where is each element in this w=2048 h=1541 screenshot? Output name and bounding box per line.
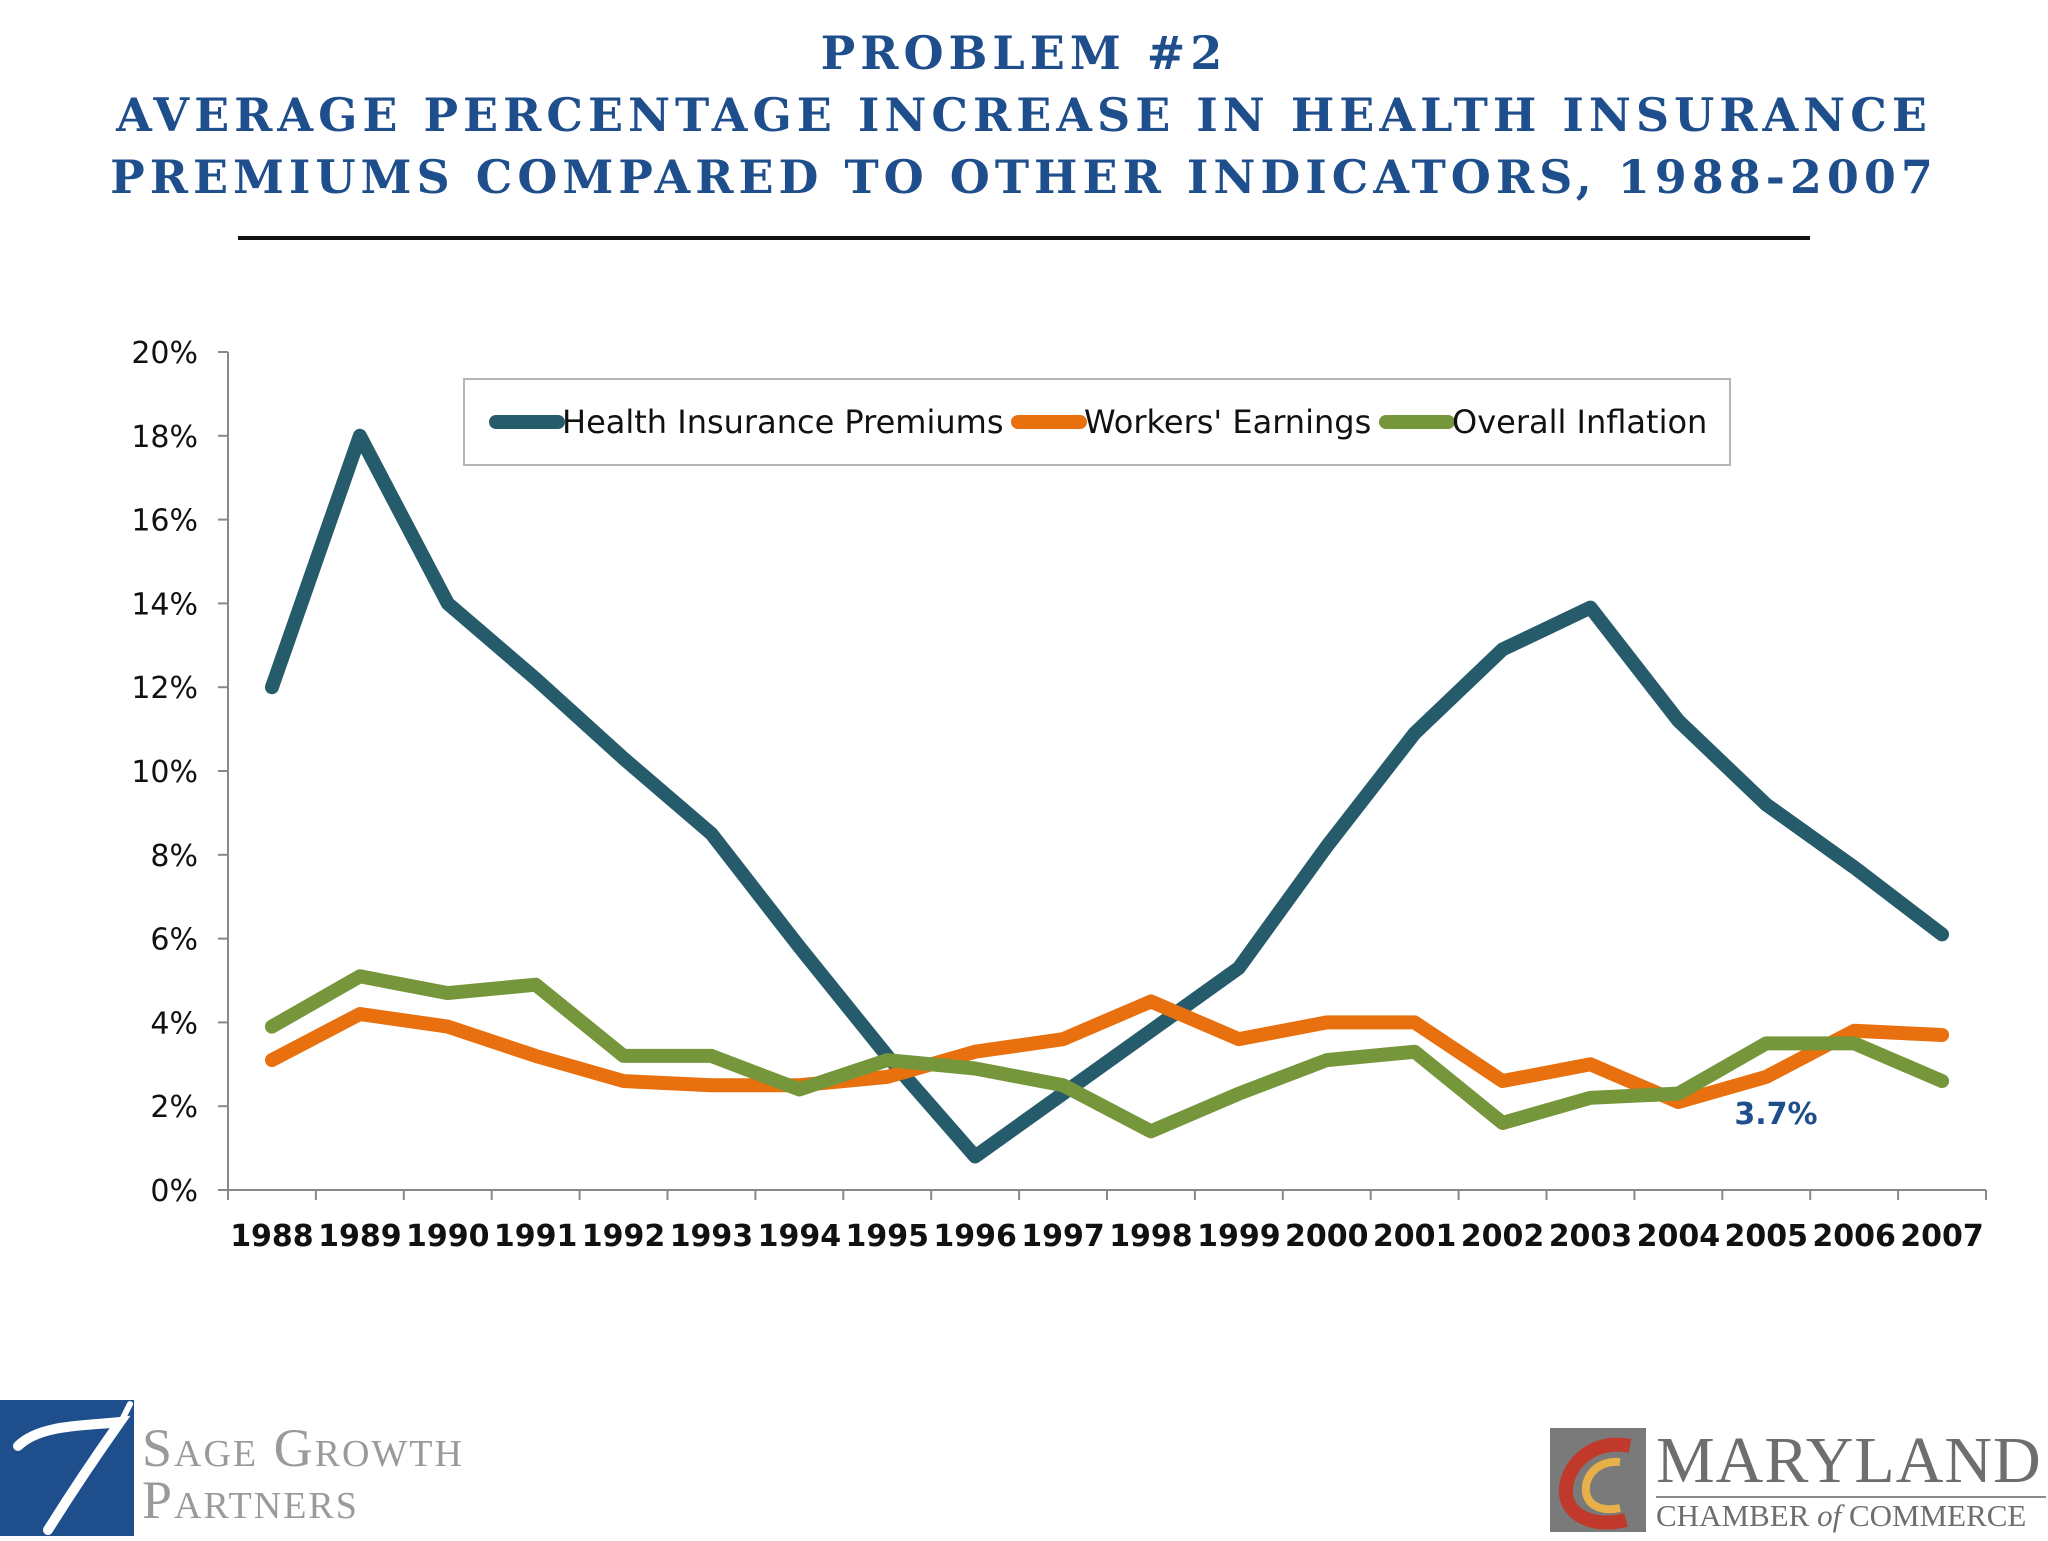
sage-growth-wordmark: Sage Growth Partners [142,1418,464,1530]
title-divider [238,236,1810,240]
y-tick-label: 12% [131,671,198,706]
x-tick-label: 2000 [1285,1219,1369,1254]
x-tick-label: 1995 [846,1219,930,1254]
legend-box [463,378,1731,466]
x-tick-label: 1997 [1021,1219,1105,1254]
x-tick-label: 1988 [230,1219,314,1254]
chamber-of-commerce-text: CHAMBER of COMMERCE [1656,1496,2046,1534]
chart-series [264,428,1950,1164]
sage-growth-logo: Sage Growth Partners [0,1400,560,1536]
chamber-text-of: of [1817,1498,1842,1533]
legend-label-2: Overall Inflation [1452,403,1707,441]
y-tick-label: 14% [131,587,198,622]
maryland-chamber-logo: MARYLAND CHAMBER of COMMERCE [1546,1424,2048,1536]
line-chart: 0% 2% 4% 6% 8% 10% 12% 14% 16% 18% 20% 1988 1989 1990… [131,336,1987,1254]
series-line-2 [264,969,1950,1139]
x-tick-label: 2001 [1373,1219,1457,1254]
x-tick-label: 1989 [318,1219,402,1254]
x-tick-label: 1991 [494,1219,578,1254]
chart-title: PROBLEM #2 AVERAGE PERCENTAGE INCREASE I… [0,22,2048,208]
title-line-2: AVERAGE PERCENTAGE INCREASE IN HEALTH IN… [116,88,1932,142]
y-tick-label: 0% [150,1174,198,1209]
x-tick-label: 1992 [582,1219,666,1254]
chart-axes: 0% 2% 4% 6% 8% 10% 12% 14% 16% 18% 20% 1988 1989 1990… [131,336,1987,1254]
maryland-wordmark: MARYLAND [1656,1424,2042,1497]
chamber-text-c: COMMERCE [1841,1498,2027,1533]
x-tick-label: 1999 [1197,1219,1281,1254]
y-tick-label: 4% [150,1006,198,1041]
x-tick-label: 2005 [1725,1219,1809,1254]
x-tick-label: 2006 [1812,1219,1896,1254]
y-tick-label: 2% [150,1090,198,1125]
x-tick-label: 2004 [1637,1219,1721,1254]
chart-legend: Health Insurance Premiums Workers' Earnin… [463,378,1731,466]
x-tick-label: 1998 [1109,1219,1193,1254]
x-tick-label: 2002 [1461,1219,1545,1254]
x-tick-label: 1994 [758,1219,842,1254]
sage-growth-mark-icon [0,1400,134,1536]
series-line-0 [264,428,1950,1164]
y-tick-label: 20% [131,336,198,371]
title-line-3: PREMIUMS COMPARED TO OTHER INDICATORS, 1… [110,150,1938,204]
y-tick-label: 10% [131,755,198,790]
title-line-1: PROBLEM #2 [820,26,1228,80]
x-tick-label: 1996 [933,1219,1017,1254]
x-tick-label: 1990 [406,1219,490,1254]
legend-label-0: Health Insurance Premiums [562,403,1003,441]
x-tick-label: 2007 [1900,1219,1984,1254]
chamber-text-a: CHAMBER [1656,1498,1818,1533]
annotation-label: 3.7% [1734,1097,1817,1132]
y-tick-label: 6% [150,923,198,958]
legend-label-1: Workers' Earnings [1084,403,1371,441]
y-tick-label: 8% [150,839,198,874]
maryland-crest-icon [1550,1428,1646,1532]
x-tick-label: 1993 [670,1219,754,1254]
y-tick-label: 18% [131,420,198,455]
y-tick-label: 16% [131,504,198,539]
sage-growth-line-2: Partners [142,1470,359,1530]
x-tick-label: 2003 [1549,1219,1633,1254]
sage-growth-line-1: Sage Growth [142,1418,464,1478]
